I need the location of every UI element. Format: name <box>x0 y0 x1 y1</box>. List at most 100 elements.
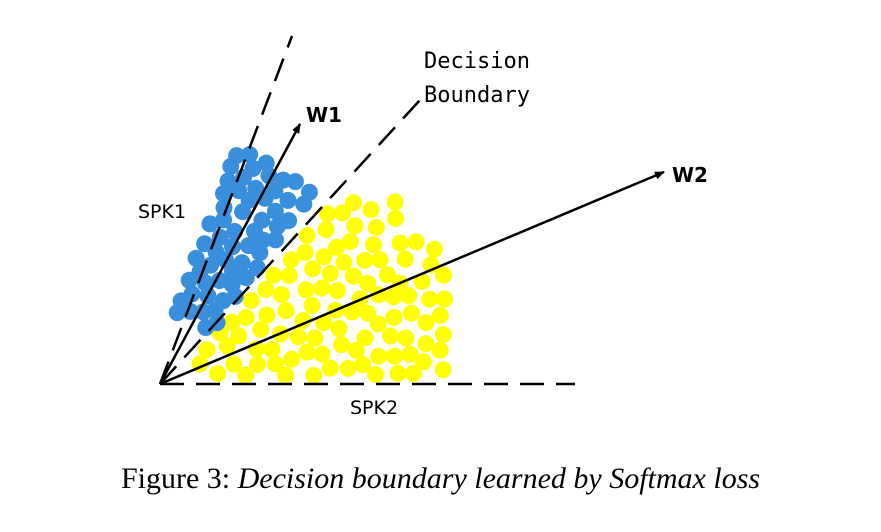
w1-label: W1 <box>306 103 342 127</box>
spk1-point <box>274 171 292 189</box>
spk2-point <box>306 329 324 347</box>
spk2-point <box>391 234 409 252</box>
spk1-point <box>237 269 255 287</box>
spk2-point <box>283 350 301 368</box>
spk2-point <box>318 205 336 223</box>
spk1-point <box>206 301 224 319</box>
spk2-point <box>386 193 404 211</box>
w2-label: W2 <box>672 163 708 187</box>
spk2-point <box>346 217 364 235</box>
spk2-point <box>417 314 435 332</box>
spk1-point <box>215 185 232 203</box>
spk2-point <box>248 356 266 373</box>
spk2-point <box>242 292 260 309</box>
spk2-point <box>282 251 300 269</box>
spk2-point <box>402 304 420 322</box>
spk2-point <box>347 341 365 359</box>
spk2-point <box>225 355 243 373</box>
spk1-point <box>183 285 201 303</box>
spk2-point <box>356 251 374 269</box>
spk2-point <box>370 347 388 365</box>
spk2-point <box>315 248 333 266</box>
spk2-point <box>397 329 415 347</box>
spk1-label: SPK1 <box>138 201 186 223</box>
spk2-point <box>237 309 255 326</box>
spk2-point <box>365 236 382 254</box>
spk2-point <box>273 286 290 304</box>
spk2-point <box>209 365 227 382</box>
spk1-point <box>215 211 233 229</box>
spk2-point <box>321 265 339 282</box>
spk2-point <box>315 314 333 332</box>
spk2-point <box>356 329 374 347</box>
decision-boundary-line <box>159 99 421 385</box>
spk1-point-cloud <box>168 146 318 336</box>
spk1-point <box>201 215 219 233</box>
spk2-point <box>328 238 345 256</box>
w1-vector <box>158 123 302 385</box>
spk2-point <box>335 253 353 271</box>
spk2-point <box>389 364 407 382</box>
spk2-point <box>321 359 339 377</box>
spk2-point <box>298 227 316 244</box>
spk2-point <box>414 353 432 371</box>
spk2-point <box>421 290 439 308</box>
spk1-point <box>266 202 284 220</box>
spk2-point <box>303 297 321 314</box>
spk2-point <box>198 341 216 359</box>
spk2-point <box>369 315 387 333</box>
spk2-point <box>413 273 431 290</box>
spk1-point <box>168 304 186 322</box>
spk1-point <box>257 154 275 172</box>
spk2-point <box>341 233 359 250</box>
figure-caption: Figure 3: Decision boundary learned by S… <box>0 462 881 496</box>
spk2-point <box>298 343 316 361</box>
spk2-point <box>277 302 295 320</box>
spk2-point <box>333 336 350 353</box>
spk2-point <box>431 306 449 324</box>
spk2-point <box>417 335 435 353</box>
spk1-point <box>224 262 241 280</box>
spk2-point <box>435 266 452 284</box>
spk2-point <box>386 347 404 365</box>
spk2-point <box>280 267 298 284</box>
spk2-point <box>258 306 276 324</box>
spk2-point <box>289 328 307 346</box>
spk2-point <box>297 281 315 299</box>
spk2-point <box>387 210 405 227</box>
spk2-point <box>362 201 380 219</box>
spk1-point <box>268 218 286 235</box>
decision-boundary-diagram: W1 W2 SPK1 SPK2 Decision Boundary <box>138 35 708 419</box>
spk1-point <box>226 287 244 305</box>
spk1-point <box>267 231 284 249</box>
spk1-point <box>300 183 318 201</box>
spk1-point <box>240 191 258 209</box>
spk2-point <box>305 366 323 384</box>
caption-prefix: Figure 3: <box>120 462 238 495</box>
decision-boundary-label-line2: Boundary <box>424 83 530 108</box>
spk2-point <box>434 326 452 343</box>
spk2-point <box>436 290 454 308</box>
spk1-outer-boundary <box>158 35 294 385</box>
spk2-point <box>367 366 385 383</box>
spk2-point <box>385 308 403 326</box>
spk2-point <box>218 337 236 355</box>
spk1-point <box>256 189 274 207</box>
spk1-point <box>222 157 240 175</box>
spk2-point <box>223 313 241 331</box>
spk2-point <box>257 281 275 298</box>
spk2-point <box>252 321 270 338</box>
spk2-point <box>304 260 322 278</box>
w2-vector <box>159 170 665 386</box>
spk1-point <box>207 243 225 261</box>
spk2-point <box>359 304 377 322</box>
spk2-point <box>367 219 385 236</box>
spk2-point <box>313 345 331 363</box>
spk2-label: SPK2 <box>350 397 398 419</box>
spk2-point <box>345 194 362 212</box>
spk2-point <box>330 320 348 337</box>
spk2-point <box>401 345 419 363</box>
spk1-point <box>187 249 205 267</box>
spk2-point <box>343 303 361 321</box>
spk1-point <box>248 259 266 277</box>
